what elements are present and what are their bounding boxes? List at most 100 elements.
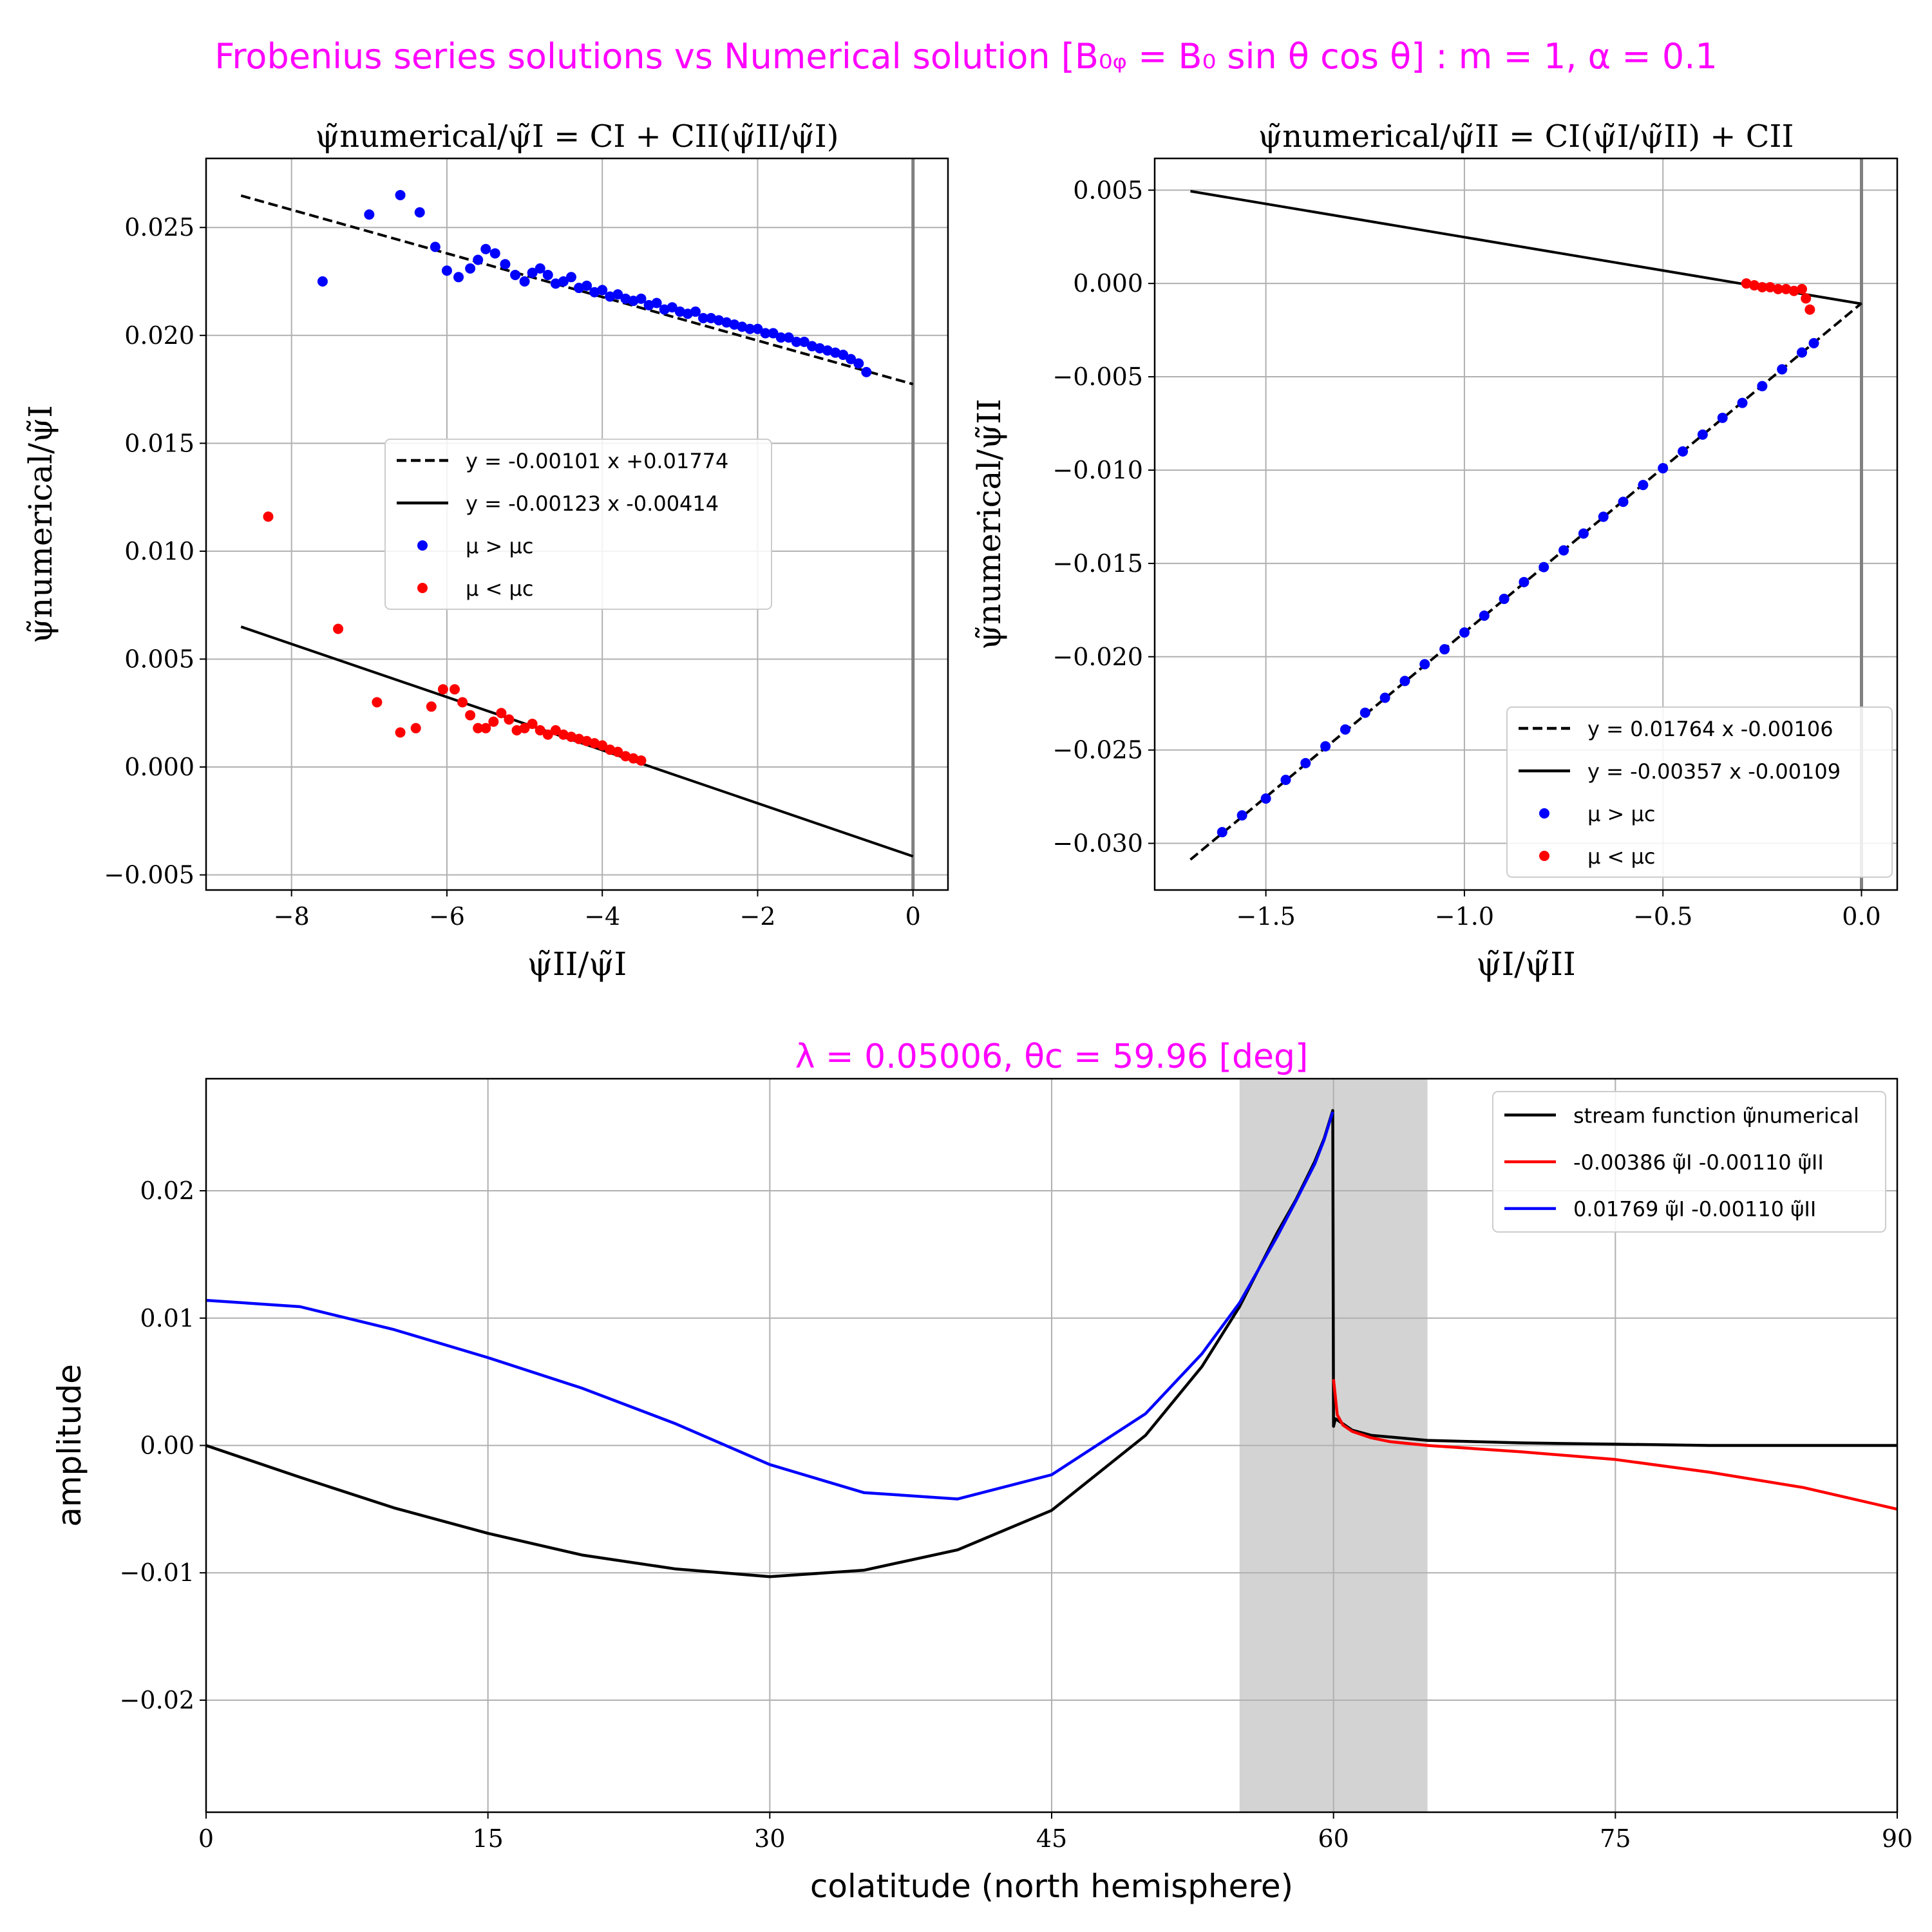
axes-title: ψ̃numerical/ψ̃I = CI + CII(ψ̃II/ψ̃I) — [316, 118, 839, 155]
scatter-point — [1300, 757, 1311, 768]
scatter-point — [674, 306, 685, 317]
scatter-point — [1757, 381, 1768, 392]
x-tick-label: 75 — [1600, 1824, 1631, 1853]
x-tick-label: 30 — [754, 1824, 785, 1853]
scatter-point — [597, 285, 608, 296]
y-tick-label: −0.01 — [120, 1558, 194, 1587]
scatter-point — [317, 276, 328, 287]
scatter-point — [1539, 562, 1549, 573]
scatter-point — [1359, 707, 1370, 718]
scatter-point — [1788, 285, 1799, 296]
scatter-point — [535, 263, 545, 274]
scatter-point — [682, 308, 693, 319]
scatter-point — [558, 276, 569, 287]
scatter-point — [853, 358, 864, 369]
scatter-point — [565, 732, 576, 743]
scatter-point — [597, 740, 608, 751]
scatter-point — [806, 341, 817, 352]
scatter-point — [364, 209, 375, 220]
bottom-line-panel: 0 15 30 45 60 75 90 −0.02 −0.01 0.00 0.01 0.02 λ = 0… — [51, 1037, 1913, 1905]
scatter-point — [791, 336, 802, 347]
scatter-point — [410, 723, 421, 734]
scatter-point — [1419, 659, 1430, 670]
scatter-point — [698, 312, 709, 323]
scatter-point — [558, 729, 569, 740]
legend-point-swatch — [417, 583, 428, 593]
y-tick-label: 0.005 — [124, 645, 194, 673]
scatter-point — [612, 289, 623, 300]
scatter-point — [488, 716, 499, 727]
legend-point-swatch — [417, 540, 428, 551]
scatter-point — [450, 684, 460, 695]
y-tick-label: 0.00 — [140, 1432, 194, 1460]
x-tick-label: 60 — [1318, 1824, 1349, 1853]
plot-area — [1189, 189, 1862, 861]
scatter-point — [612, 746, 623, 757]
scatter-point — [714, 315, 724, 326]
scatter-point — [582, 735, 592, 746]
scatter-point — [651, 298, 662, 308]
scatter-point — [783, 332, 794, 343]
y-tick-label: 0.020 — [124, 321, 194, 350]
legend-label: μ < μc — [1587, 844, 1655, 869]
scatter-point — [1797, 347, 1808, 358]
scatter-point — [589, 738, 600, 749]
legend-label: -0.00386 ψ̃I -0.00110 ψ̃II — [1573, 1150, 1824, 1175]
axes-title: λ = 0.05006, θc = 59.96 [deg] — [795, 1037, 1309, 1076]
scatter-point — [636, 755, 647, 766]
scatter-point — [1804, 304, 1815, 315]
scatter-point — [333, 623, 344, 634]
scatter-point — [1340, 724, 1350, 735]
legend-label: stream function ψ̃numerical — [1573, 1103, 1859, 1128]
scatter-point — [1741, 278, 1752, 289]
scatter-point — [1737, 397, 1748, 408]
scatter-point — [1260, 793, 1271, 804]
x-axis-label: ψ̃II/ψ̃I — [527, 945, 627, 983]
x-axis-label: ψ̃I/ψ̃II — [1476, 945, 1576, 983]
scatter-point — [535, 725, 545, 736]
scatter-point — [589, 287, 600, 298]
scatter-point — [1757, 281, 1768, 292]
y-tick-label: −0.020 — [1052, 643, 1143, 671]
scatter-point — [620, 751, 631, 762]
scatter-point — [643, 299, 654, 310]
scatter-point — [659, 304, 670, 315]
scatter-point — [263, 511, 274, 522]
scatter-point — [465, 710, 476, 721]
y-tick-label: −0.025 — [1052, 736, 1143, 764]
x-axis-label: colatitude (north hemisphere) — [810, 1868, 1293, 1905]
top-right-scatter-panel: −1.5 −1.0 −0.5 0.0 −0.030 −0.025 −0.020 −0.015 −… — [971, 118, 1899, 983]
scatter-point — [582, 280, 592, 291]
scatter-point — [430, 242, 440, 252]
scatter-point — [441, 265, 452, 276]
legend-label: μ < μc — [466, 576, 533, 601]
scatter-point — [690, 306, 701, 317]
legend-label: y = -0.00123 x -0.00414 — [466, 491, 719, 516]
scatter-point — [1801, 293, 1812, 304]
scatter-point — [1280, 775, 1291, 786]
x-tick-label: −0.5 — [1633, 902, 1692, 931]
legend-label: y = 0.01764 x -0.00106 — [1587, 717, 1833, 741]
scatter-point — [1658, 463, 1669, 474]
scatter-point — [628, 296, 639, 307]
scatter-point — [1578, 528, 1589, 539]
scatter-point — [414, 207, 425, 218]
x-tick-label: −4 — [584, 902, 620, 931]
y-tick-label: 0.000 — [124, 753, 194, 781]
scatter-point — [1808, 337, 1819, 348]
legend-label: μ > μc — [1587, 802, 1655, 826]
scatter-point — [1598, 511, 1609, 522]
legend-point-swatch — [1539, 851, 1549, 861]
legend: y = -0.00101 x +0.01774 y = -0.00123 x -0… — [384, 439, 772, 610]
y-tick-label: −0.015 — [1052, 549, 1143, 578]
legend-point-swatch — [1539, 808, 1549, 819]
series-line — [206, 1111, 1334, 1501]
scatter-point — [1439, 644, 1450, 655]
scatter-point — [511, 725, 522, 736]
scatter-point — [542, 729, 553, 740]
y-tick-label: 0.01 — [140, 1304, 194, 1332]
scatter-point — [1519, 576, 1530, 587]
y-tick-label: 0.02 — [140, 1177, 194, 1205]
scatter-point — [846, 354, 857, 365]
scatter-point — [1697, 429, 1708, 440]
